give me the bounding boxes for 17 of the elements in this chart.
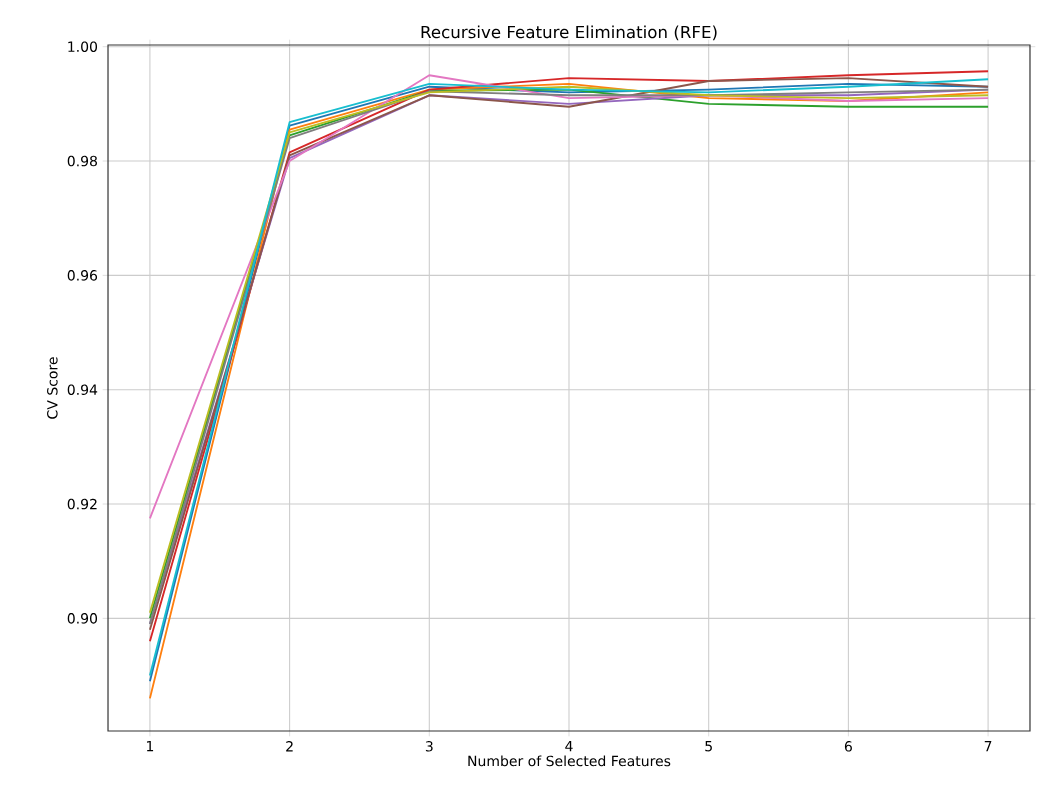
x-tick-label: 4 [565,741,573,752]
x-tick-label: 3 [425,741,433,752]
y-axis-title: CV Score [47,357,58,419]
chart-title: Recursive Feature Elimination (RFE) [421,25,717,41]
x-axis-title: Number of Selected Features [468,755,671,767]
y-tick-label: 0.98 [67,155,97,167]
y-tick-label: 0.92 [67,498,97,510]
x-tick-label: 1 [146,741,154,752]
y-tick-label: 0.94 [67,384,98,395]
x-tick-label: 6 [844,741,852,752]
x-tick-label: 2 [286,741,293,752]
line-series [148,74,990,520]
y-tick-label: 0.90 [67,613,98,624]
y-tick-label: 1.00 [68,41,98,52]
x-tick-label: 5 [705,741,712,752]
y-tick-label: 0.96 [67,270,98,281]
x-tick-label: 7 [984,741,992,752]
